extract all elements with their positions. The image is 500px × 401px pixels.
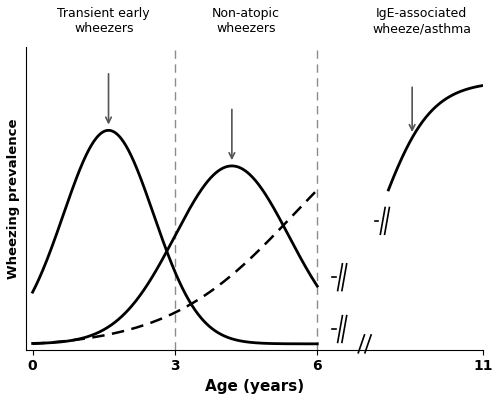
Text: IgE-associated
wheeze/asthma: IgE-associated wheeze/asthma [372, 7, 471, 35]
Text: Non-atopic
wheezers: Non-atopic wheezers [212, 7, 280, 35]
Y-axis label: Wheezing prevalence: Wheezing prevalence [7, 118, 20, 279]
X-axis label: Age (years): Age (years) [205, 379, 304, 394]
Text: Transient early
wheezers: Transient early wheezers [58, 7, 150, 35]
